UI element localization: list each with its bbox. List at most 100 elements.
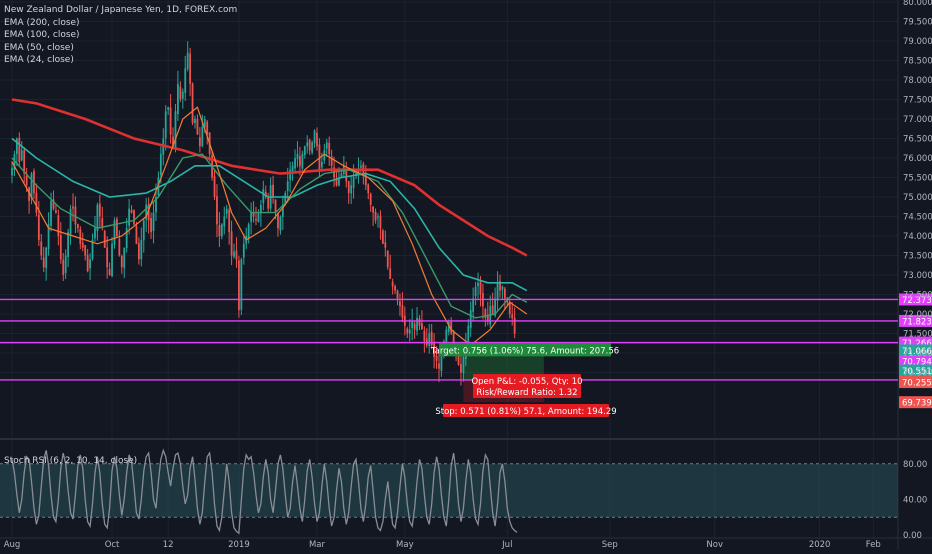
price-tag-label: 69.739 (902, 399, 932, 409)
indicator-ema50[interactable]: EMA (50, close) (4, 42, 74, 53)
time-axis-tick: Aug (4, 540, 21, 550)
price-level-label: 71.823 (902, 317, 932, 327)
candle-body (218, 224, 221, 236)
candle-body (450, 321, 453, 334)
candle-body (430, 331, 433, 346)
candle-body (67, 232, 70, 257)
candle-body (491, 305, 494, 314)
ema200-line (11, 98, 528, 257)
candle-body (216, 196, 218, 225)
candle-body (445, 329, 448, 343)
candle-body (23, 150, 26, 174)
candle-body (189, 53, 192, 84)
time-axis-tick: 2019 (228, 540, 250, 550)
time-axis-tick: May (396, 540, 414, 550)
candle-body (299, 156, 301, 166)
candle-body (508, 301, 511, 314)
candle-body (150, 218, 152, 233)
candle-body (433, 343, 436, 357)
time-axis-tick: 2020 (809, 540, 831, 550)
candle-body (272, 184, 274, 197)
indicator-ema24[interactable]: EMA (24, close) (4, 55, 74, 65)
price-axis-tick: 71.500 (903, 330, 932, 340)
indicator-ema100[interactable]: EMA (100, close) (4, 30, 80, 40)
candle-body (286, 181, 289, 192)
candle-body (384, 242, 387, 248)
candle-body (294, 158, 296, 169)
candle-body (37, 214, 40, 240)
price-axis-tick: 74.500 (903, 213, 932, 223)
price-tag (899, 355, 932, 368)
candle-body (413, 323, 416, 330)
candle-body (40, 241, 43, 256)
candle-body (145, 204, 148, 220)
candle-body (111, 243, 113, 277)
candle-body (98, 203, 101, 217)
candle-body (74, 206, 77, 225)
candle-body (186, 52, 189, 69)
candle-body (59, 235, 62, 260)
candle-body (118, 238, 121, 256)
candle-body (369, 193, 372, 205)
candle-body (274, 199, 277, 213)
price-level-tag (899, 293, 932, 306)
price-axis-tick: 78.000 (903, 76, 932, 86)
candle-body (338, 177, 340, 186)
candle-body (52, 199, 55, 209)
price-tag (899, 364, 932, 377)
candle-body (137, 243, 140, 260)
candle-body (313, 130, 316, 144)
time-axis-tick: Mar (309, 540, 326, 550)
candle-body (140, 239, 143, 260)
candle-body (223, 216, 226, 227)
candle-body (79, 229, 82, 244)
price-level-label: 72.373 (902, 296, 932, 306)
candle-body (116, 218, 118, 236)
candle-body (323, 150, 326, 161)
candle-body (233, 251, 235, 257)
candle-body (64, 255, 67, 274)
candle-body (474, 286, 477, 297)
price-axis-tick: 77.500 (903, 96, 932, 106)
candle-body (35, 192, 38, 213)
candle-body (408, 329, 411, 334)
candle-body (291, 165, 294, 173)
candle-body (447, 321, 450, 332)
candle-body (345, 168, 348, 182)
candle-body (511, 314, 514, 318)
candle-body (155, 197, 157, 213)
candle-body (303, 146, 306, 156)
price-axis-tick: 75.500 (903, 174, 932, 184)
candle-body (194, 119, 196, 123)
candle-body (386, 250, 389, 268)
price-axis-tick: 75.000 (903, 193, 932, 203)
indicator-ema200[interactable]: EMA (200, close) (4, 17, 80, 28)
candle-body (125, 228, 128, 248)
candle-body (457, 354, 460, 365)
candle-body (452, 332, 455, 346)
price-axis-tick: 72.500 (903, 291, 932, 301)
position-pnl-label-bg (473, 374, 581, 387)
candle-body (177, 83, 179, 114)
candle-body (147, 203, 150, 221)
candle-body (18, 137, 21, 162)
candle-body (406, 328, 409, 334)
candle-body (101, 218, 104, 229)
candle-body (142, 220, 145, 241)
price-tag-label: 70.794 (902, 358, 932, 368)
candle-body (494, 298, 497, 316)
candle-body (50, 200, 52, 226)
candle-body (120, 256, 123, 268)
price-level-tag (899, 314, 932, 327)
price-tag-label: 70.551 (902, 367, 932, 377)
candle-body (47, 224, 50, 250)
candle-body (181, 91, 184, 99)
candle-body (423, 330, 426, 342)
candle-body (55, 210, 57, 213)
candle-body (460, 364, 462, 373)
candle-body (479, 281, 482, 295)
rsi-axis-tick: 40.00 (903, 495, 927, 505)
candle-body (108, 269, 111, 275)
rsi-title[interactable]: Stoch RSI (6, 2, 10, 14, close) (4, 456, 138, 466)
